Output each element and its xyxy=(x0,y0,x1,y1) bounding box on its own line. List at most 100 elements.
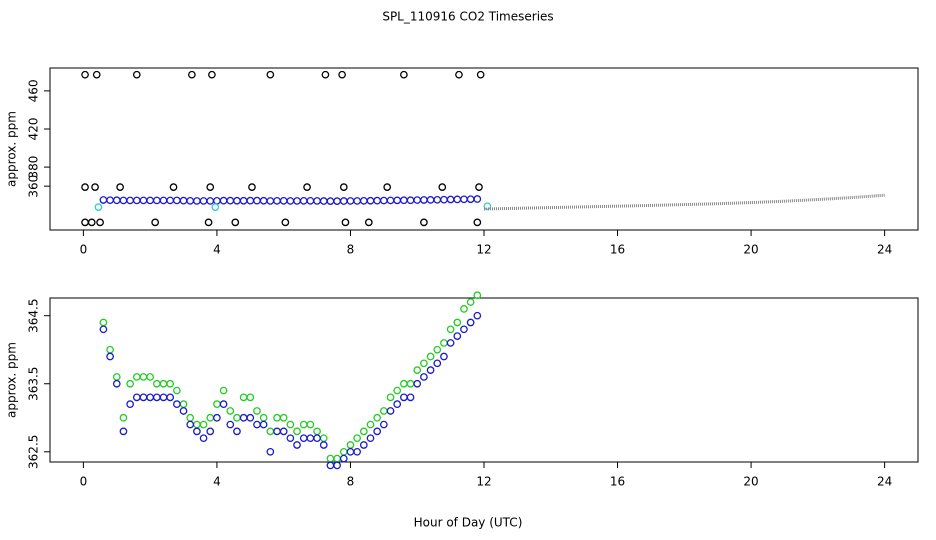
x-tick-label: 8 xyxy=(347,475,355,489)
y-tick-label: 363.5 xyxy=(27,367,41,401)
data-point xyxy=(166,379,175,388)
data-point xyxy=(433,345,442,354)
data-point xyxy=(208,70,216,79)
data-point xyxy=(188,70,196,79)
data-point xyxy=(339,183,348,191)
data-point xyxy=(364,218,373,227)
data-point xyxy=(169,183,178,191)
data-point xyxy=(473,311,482,320)
data-point xyxy=(319,441,328,449)
data-point xyxy=(259,420,268,429)
data-point xyxy=(219,386,228,395)
data-point xyxy=(132,70,141,79)
data-point xyxy=(186,420,195,429)
data-point xyxy=(420,218,428,227)
x-tick-label: 20 xyxy=(743,475,758,489)
data-point xyxy=(426,352,435,361)
data-point xyxy=(119,413,128,422)
data-point xyxy=(303,183,311,191)
data-point xyxy=(286,434,295,443)
data-point xyxy=(213,413,221,422)
data-point xyxy=(206,427,215,436)
series-line xyxy=(483,193,885,211)
y-tick-label: 362.5 xyxy=(27,435,41,469)
data-point xyxy=(226,407,235,415)
data-point xyxy=(116,183,124,191)
data-point xyxy=(413,366,422,374)
data-point xyxy=(460,305,468,313)
data-point xyxy=(87,218,96,227)
data-point xyxy=(386,407,395,415)
data-point xyxy=(393,400,402,409)
data-point xyxy=(92,70,101,79)
data-point xyxy=(333,461,341,470)
x-tick-label: 12 xyxy=(476,475,491,489)
data-point xyxy=(433,359,442,368)
x-tick-label: 24 xyxy=(877,243,892,257)
data-point xyxy=(406,393,415,402)
data-point xyxy=(420,373,428,381)
data-point xyxy=(473,218,482,227)
data-point xyxy=(173,386,181,395)
data-point xyxy=(473,195,482,203)
data-point xyxy=(266,447,275,456)
y-tick-label: 420 xyxy=(27,118,41,141)
data-point xyxy=(475,183,483,191)
data-point xyxy=(353,434,361,443)
data-point xyxy=(466,318,475,327)
data-point xyxy=(426,366,435,374)
data-point xyxy=(473,291,482,300)
data-point xyxy=(420,359,428,368)
data-point xyxy=(91,183,99,191)
data-point xyxy=(321,70,330,79)
data-point xyxy=(446,325,455,334)
data-point xyxy=(166,393,175,402)
data-point xyxy=(339,454,348,463)
x-tick-label: 16 xyxy=(610,475,625,489)
data-point xyxy=(206,183,215,191)
data-point xyxy=(199,420,208,429)
data-point xyxy=(99,325,108,334)
data-point xyxy=(373,413,382,422)
y-tick-label: 364.5 xyxy=(27,299,41,333)
data-point xyxy=(466,298,475,306)
data-point xyxy=(179,407,188,415)
data-point xyxy=(366,420,375,429)
data-point xyxy=(453,318,462,327)
data-point xyxy=(281,218,290,227)
data-point xyxy=(126,400,134,409)
data-point xyxy=(306,420,315,429)
data-point xyxy=(359,427,368,436)
data-point xyxy=(146,373,155,381)
data-point xyxy=(81,183,89,191)
x-tick-label: 4 xyxy=(213,475,221,489)
y-tick-label: 380 xyxy=(27,156,41,179)
data-point xyxy=(359,441,368,449)
data-point xyxy=(81,70,89,79)
x-tick-label: 4 xyxy=(213,243,221,257)
x-tick-label: 12 xyxy=(476,243,491,257)
data-point xyxy=(219,400,228,409)
y-axis-label: approx. ppm xyxy=(5,111,19,187)
data-point xyxy=(338,70,346,79)
x-axis-label: Hour of Day (UTC) xyxy=(414,516,523,530)
data-point xyxy=(226,420,235,429)
data-point xyxy=(193,427,201,436)
data-point xyxy=(96,218,104,227)
x-tick-label: 24 xyxy=(877,475,892,489)
chart-title: SPL_110916 CO2 Timeseries xyxy=(382,10,553,24)
data-point xyxy=(455,70,463,79)
data-point xyxy=(279,427,288,436)
data-point xyxy=(231,218,240,227)
data-point xyxy=(366,434,375,443)
data-point xyxy=(313,434,321,443)
data-point xyxy=(293,441,301,449)
data-point xyxy=(211,203,220,211)
data-point xyxy=(440,352,448,361)
data-point xyxy=(106,352,114,361)
x-tick-label: 16 xyxy=(610,243,625,257)
data-point xyxy=(266,70,275,79)
data-point xyxy=(246,413,255,422)
data-point xyxy=(393,386,402,395)
